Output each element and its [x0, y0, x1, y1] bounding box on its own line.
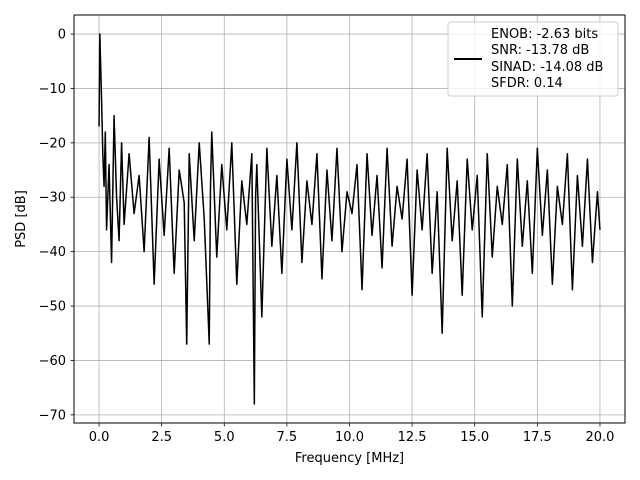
x-tick-label: 12.5 [398, 430, 427, 445]
y-tick-label: −70 [39, 408, 66, 423]
legend-enob: ENOB: -2.63 bits [491, 27, 598, 42]
y-axis-label: PSD [dB] [14, 190, 29, 248]
y-tick-label: −40 [39, 245, 66, 260]
legend-sinad: SINAD: -14.08 dB [491, 60, 603, 75]
y-axis-ticks: 0 −10 −20 −30 −40 −50 −60 −70 [39, 28, 74, 423]
x-tick-label: 7.5 [277, 430, 298, 445]
x-tick-label: 15.0 [460, 430, 489, 445]
x-tick-label: 20.0 [585, 430, 614, 445]
x-axis-label: Frequency [MHz] [295, 451, 404, 466]
series-group [98, 33, 601, 405]
y-tick-label: −10 [39, 82, 66, 97]
y-tick-label: −20 [39, 136, 66, 151]
legend: ENOB: -2.63 bits SNR: -13.78 dB SINAD: -… [447, 21, 619, 97]
psd-series-line [98, 33, 601, 405]
legend-sfdr: SFDR: 0.14 [491, 76, 563, 91]
x-tick-label: 5.0 [214, 430, 235, 445]
x-tick-label: 17.5 [523, 430, 552, 445]
plot-area [98, 33, 601, 405]
x-tick-label: 10.0 [335, 430, 364, 445]
legend-box [447, 21, 619, 97]
x-axis-ticks: 0.0 2.5 5.0 7.5 10.0 12.5 15.0 17.5 20.0 [89, 423, 614, 445]
y-tick-label: 0 [58, 28, 66, 43]
x-tick-label: 0.0 [89, 430, 110, 445]
y-tick-label: −60 [39, 354, 66, 369]
legend-snr: SNR: -13.78 dB [491, 43, 589, 58]
y-tick-label: −50 [39, 300, 66, 315]
x-tick-label: 2.5 [151, 430, 172, 445]
y-tick-label: −30 [39, 191, 66, 206]
